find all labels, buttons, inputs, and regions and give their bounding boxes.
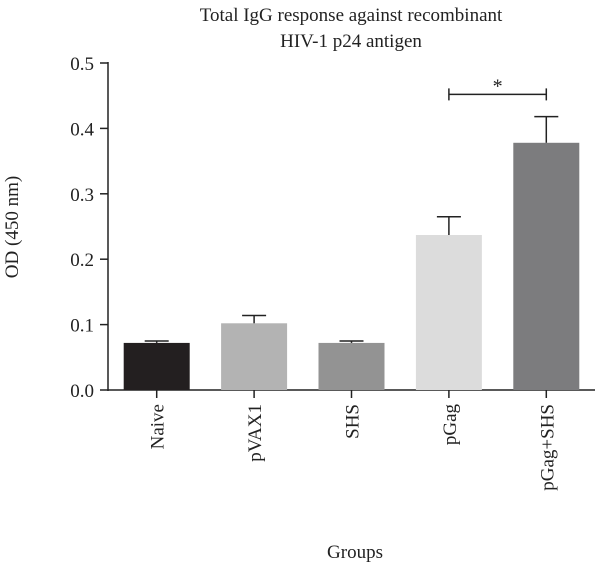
bar-pgag [415, 235, 482, 390]
y-tick-label: 0.4 [70, 119, 94, 140]
x-tick-label: pGag+SHS [537, 404, 558, 491]
y-axis-label: OD (450 nm) [2, 176, 23, 278]
x-tick-label: Naive [148, 404, 169, 449]
y-tick-label: 0.1 [70, 316, 94, 337]
x-axis-label: Groups [327, 542, 383, 563]
y-tick-label: 0.0 [70, 381, 94, 402]
bar-pvax1 [221, 323, 288, 390]
plot-area: 0.0 0.1 0.2 0.3 0.4 0.5 Naive pVAX1 SHS pGag pGag+… [70, 54, 595, 491]
x-tick-label: pGag [440, 404, 461, 446]
chart-title-line-2: HIV-1 p24 antigen [280, 31, 422, 52]
y-tick-label: 0.2 [70, 250, 94, 271]
bar-shs [318, 342, 385, 390]
y-tick-label: 0.3 [70, 185, 94, 206]
x-tick-label: SHS [343, 404, 364, 439]
x-tick-label: pVAX1 [245, 404, 266, 462]
significance-asterisk: * [493, 75, 503, 97]
bar-pgag-shs [513, 142, 580, 390]
chart-title-line-1: Total IgG response against recombinant [200, 5, 503, 26]
bar-naive [123, 342, 190, 390]
y-tick-label: 0.5 [70, 54, 94, 75]
